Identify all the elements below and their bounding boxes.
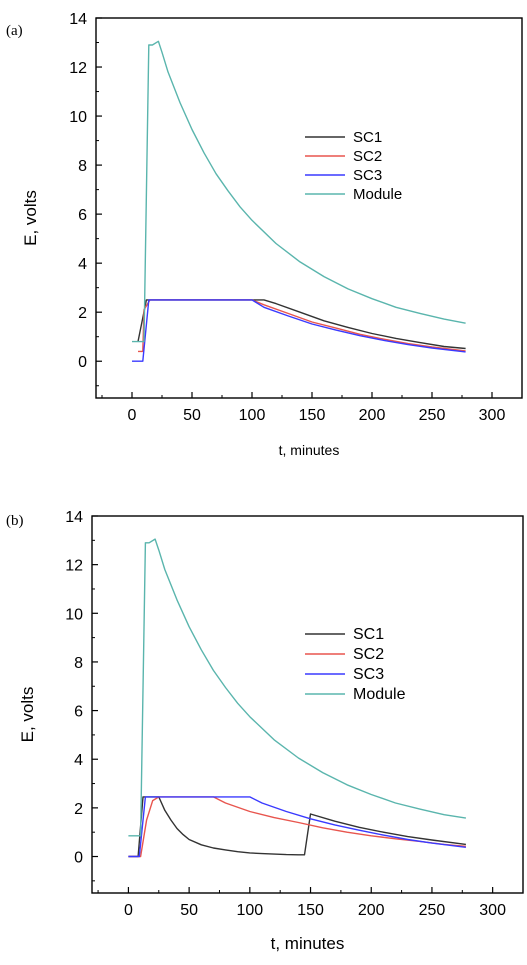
y-tick-label-a: 2 [78,305,87,322]
panel-label-b: (b) [6,513,24,529]
plot-frame-a [95,17,523,399]
x-tick-label-a: 300 [479,407,506,424]
x-tick-label-b: 100 [236,902,263,919]
series-line-module-a [132,40,466,343]
legend-label-sc2-b: SC2 [353,646,384,663]
legend-label-module-a: Module [353,186,402,203]
legend-label-module-b: Module [353,686,406,703]
x-tick-label-b: 300 [479,902,506,919]
plot-frame-b [91,515,524,894]
y-tick-label-b: 2 [74,801,83,818]
series-line-sc3-b [128,796,466,858]
y-tick-label-a: 6 [78,207,87,224]
series-line-sc2-b [128,796,466,858]
x-tick-label-b: 250 [419,902,446,919]
legend-label-sc1-b: SC1 [353,626,384,643]
series-line-sc3-a [132,299,466,362]
y-tick-label-b: 12 [65,558,83,575]
x-tick-label-b: 0 [124,902,133,919]
y-tick-label-a: 12 [69,60,87,77]
chart-panel-a: (a) 0 50 100 150 200 250 300 0 2 4 6 8 10 12 14 t, minu… [6,11,523,458]
x-tick-label-a: 200 [359,407,386,424]
x-tick-label-a: 0 [128,407,137,424]
y-tick-label-b: 0 [74,850,83,867]
x-tick-label-b: 150 [297,902,324,919]
panel-label-a: (a) [6,23,23,39]
y-tick-label-b: 4 [74,752,83,769]
x-tick-label-a: 150 [299,407,326,424]
legend-label-sc2-a: SC2 [353,148,382,165]
series-line-sc1-b [128,796,466,858]
legend-label-sc1-a: SC1 [353,129,382,146]
x-tick-label-a: 100 [239,407,266,424]
legend-label-sc3-a: SC3 [353,167,382,184]
x-axis-label-b: t, minutes [271,934,345,953]
y-tick-label-b: 14 [65,509,83,526]
y-tick-label-a: 0 [78,354,87,371]
y-tick-label-b: 6 [74,704,83,721]
y-axis-label-b: E, volts [18,687,37,743]
y-axis-label-a: E, volts [21,190,40,246]
y-tick-label-b: 8 [74,655,83,672]
y-tick-label-a: 8 [78,158,87,175]
y-tick-label-a: 14 [69,11,87,28]
x-tick-label-a: 50 [183,407,201,424]
x-tick-label-b: 50 [180,902,198,919]
series-line-module-b [128,538,467,837]
y-tick-label-a: 10 [69,109,87,126]
legend-label-sc3-b: SC3 [353,666,384,683]
chart-panel-b: (b) 0 50 100 150 200 250 300 0 2 4 6 8 10 12 14 t, minu… [6,509,524,953]
series-line-sc2-a [138,299,466,353]
x-tick-label-a: 250 [419,407,446,424]
x-tick-label-b: 200 [358,902,385,919]
x-axis-label-a: t, minutes [279,442,340,458]
series-line-sc1-a [137,299,466,350]
y-tick-label-b: 10 [65,606,83,623]
y-tick-label-a: 4 [78,256,87,273]
